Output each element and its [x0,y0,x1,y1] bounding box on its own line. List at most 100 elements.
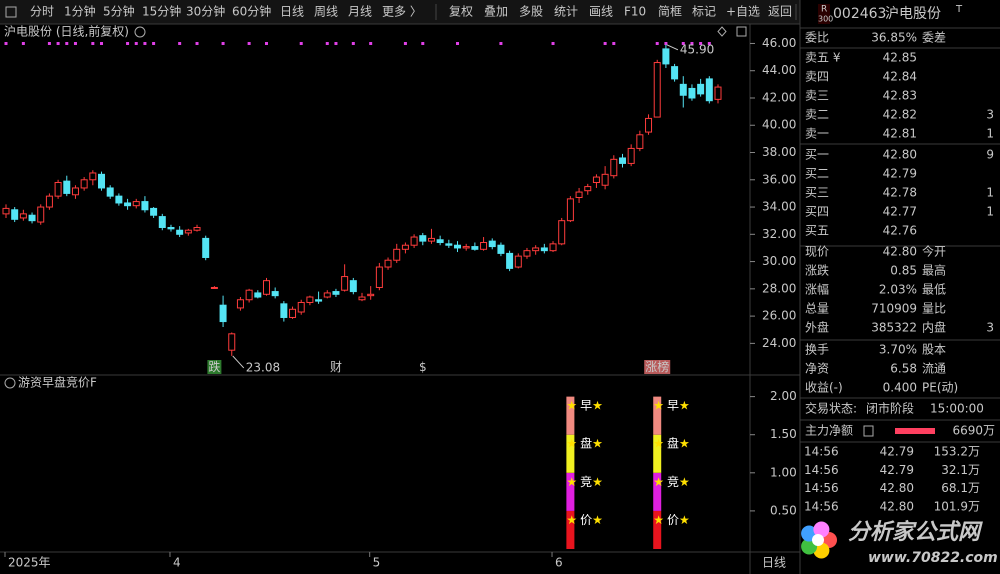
candle-body [454,244,462,249]
tool-button[interactable]: F10 [624,5,646,19]
window-icon[interactable] [736,26,747,37]
menu-icon[interactable] [5,6,17,18]
book-volume: 9 [986,148,994,162]
candle-body [662,48,670,65]
candle-body [124,202,132,207]
annotation-label: 23.08 [246,360,280,374]
watermark-logo [801,521,837,559]
candle-body [445,243,453,246]
candle-body [627,147,635,164]
book-price: 42.81 [883,127,917,141]
candle-body [176,229,184,235]
candle-body [280,303,288,318]
indicator-label: ★ 盘★ [653,435,690,450]
candle-body [158,216,166,228]
period-tab[interactable]: 日线 [280,5,304,19]
tool-button[interactable]: 标记 [692,5,716,19]
stock-code: 002463 [833,6,886,22]
book-price: 42.78 [883,186,917,200]
dropdown-icon[interactable] [4,377,16,389]
stat-label: 现价 [805,245,829,259]
badge [818,4,830,24]
period-tab[interactable]: 周线 [314,5,338,19]
event-marker[interactable]: 涨榜 [645,359,669,374]
y-tick-label: 40.00 [762,118,796,132]
signal-dot [221,42,225,45]
book-price: 42.85 [883,51,917,65]
label: 盘 [580,435,592,450]
indicator-label: ★ 早★ [653,398,690,412]
signal-dot [664,42,668,45]
tool-button[interactable]: 简框 [658,5,682,19]
y-tick-label: 1.00 [770,465,797,479]
star: ★ [566,436,577,450]
candle-body [488,240,496,248]
signal-dot [56,42,60,45]
label: 竞 [580,474,592,488]
candle-body [601,173,609,186]
event-marker[interactable]: 跌 [208,359,220,374]
candle-body [89,172,97,181]
stat-label: 涨幅 [805,282,829,297]
signal-dot [681,42,685,45]
book-label: 卖五 ¥ [805,51,841,65]
candle-body [245,289,253,301]
tool-button[interactable]: 返回 [768,5,792,19]
y-tick-label: 44.00 [762,63,796,77]
dropdown-icon[interactable] [134,26,146,38]
indicator-bar [566,396,575,435]
label: 早 [667,398,679,412]
candle-body [63,180,71,194]
period-tab[interactable]: 分时 [30,5,54,19]
indicator-label: ★ 价★ [566,512,603,526]
star: ★ [566,512,577,526]
y-tick-label: 24.00 [762,336,796,350]
tool-button[interactable]: 叠加 [484,5,508,19]
signal-dot [499,42,503,45]
star: ★ [592,436,603,450]
candle-body [98,173,106,189]
event-marker[interactable]: 财 [330,360,342,374]
period-tab[interactable]: 15分钟 [142,4,181,19]
star: ★ [679,512,690,526]
candle-body [653,62,661,118]
period-tab[interactable]: 月线 [348,5,372,19]
indicator-label: ★ 竞★ [566,474,603,488]
event-marker[interactable]: $ [419,360,427,374]
period-label: 日线 [762,556,786,570]
candle-body [80,179,88,189]
star: ★ [566,398,577,412]
period-tab[interactable]: 30分钟 [186,4,225,19]
stat-label: 总量 [805,302,829,316]
candle-body [315,299,323,302]
row-label: 委差 [922,31,946,45]
tool-button[interactable]: +自选 [726,5,760,19]
diamond-icon[interactable] [717,26,727,37]
period-tab[interactable]: 更多 〉 [382,5,422,19]
period-tab[interactable]: 60分钟 [232,4,271,19]
annotation-arrow [232,355,245,369]
indicator-bar [566,510,575,549]
stat-value: 3.70% [879,343,917,357]
candle-body [679,83,687,96]
tool-button[interactable]: 多股 [519,5,543,19]
period-tab[interactable]: 1分钟 [64,4,96,19]
tool-button[interactable]: 统计 [554,5,578,19]
signal-dot [21,42,25,45]
label: 盘 [667,435,679,450]
tool-button[interactable]: 复权 [449,5,473,19]
flow-bar [895,428,935,434]
signal-dot [91,42,95,45]
period-tab[interactable]: 5分钟 [103,4,135,19]
candle-body [645,117,653,133]
stat-label: 今开 [922,244,946,259]
candle-body [132,201,140,207]
candle-body [37,206,45,223]
indicator-label: ★ 竞★ [653,474,690,488]
stat-label: 换手 [805,343,829,357]
indicator-label: ★ 盘★ [566,435,603,450]
stat-value: 6.58 [890,362,917,376]
tool-button[interactable]: 画线 [589,5,613,19]
signal-dot [334,42,338,45]
